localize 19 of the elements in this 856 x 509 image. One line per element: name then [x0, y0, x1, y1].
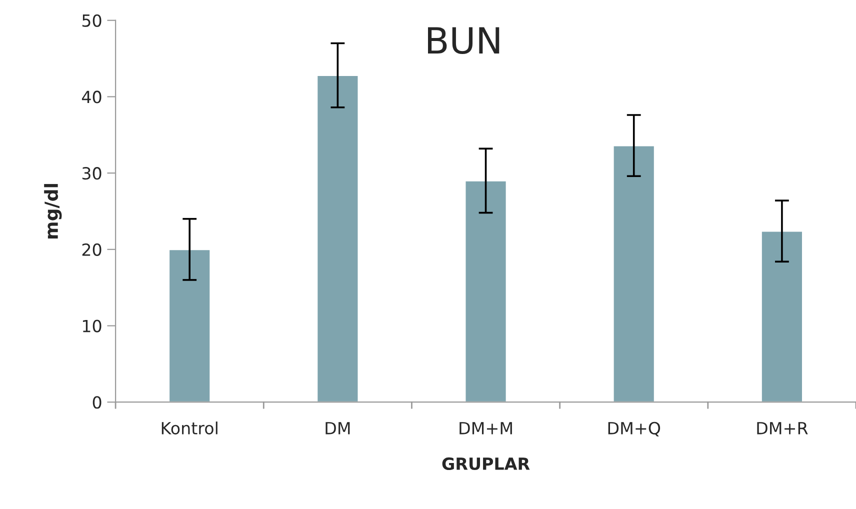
x-tick-label: DM+R [757, 422, 808, 434]
bar [464, 180, 508, 402]
y-tick-label: 20 [82, 243, 102, 256]
y-tick-label: 10 [82, 320, 102, 332]
bar [760, 230, 804, 402]
y-tick-label: 30 [82, 167, 102, 180]
y-tick-label: 40 [82, 90, 102, 104]
x-tick-label: DM+M [460, 422, 512, 434]
x-tick-label: Kontrol [162, 422, 218, 434]
bar [168, 248, 212, 402]
bar [612, 144, 656, 402]
chart-title: BUN [428, 27, 500, 54]
x-tick-label: DM [326, 422, 350, 434]
y-tick-label: 0 [92, 396, 102, 409]
bar [316, 74, 360, 402]
x-tick-label: DM+Q [608, 422, 660, 436]
y-tick-label: 50 [82, 14, 102, 27]
y-axis-title: mg/dl [44, 184, 62, 238]
x-axis-title: GRUPLAR [442, 457, 530, 470]
